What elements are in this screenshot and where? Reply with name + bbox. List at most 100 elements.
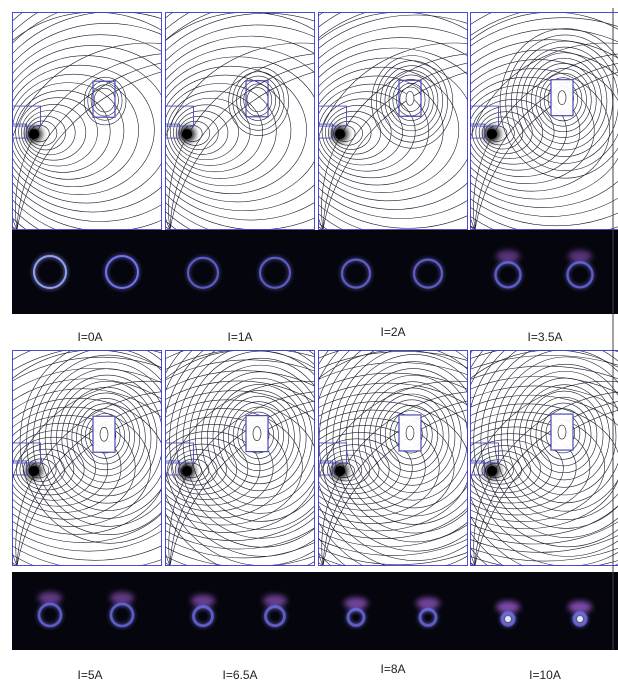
- field-line: [318, 57, 468, 202]
- field-line: [470, 411, 605, 522]
- field-line: [318, 350, 468, 566]
- field-line: [83, 76, 127, 126]
- field-line: [470, 419, 591, 516]
- field-line: [212, 384, 307, 492]
- field-line: [12, 23, 162, 230]
- plasma-ring: [346, 607, 366, 627]
- field-line: [318, 409, 455, 524]
- field-line: [470, 380, 618, 566]
- field-line: [16, 71, 162, 230]
- coil-center: [252, 426, 262, 441]
- plasma-ring: [37, 602, 63, 628]
- field-line: [50, 374, 162, 504]
- field-line: [318, 37, 468, 219]
- field-line: [12, 380, 162, 566]
- photo-background: [165, 572, 318, 650]
- field-line: [195, 364, 315, 514]
- field-line: [526, 57, 602, 144]
- field-line: [243, 83, 273, 117]
- field-line: [325, 350, 468, 543]
- field-line: [165, 42, 315, 230]
- field-panel-2: [318, 12, 468, 230]
- field-line: [332, 350, 468, 534]
- field-line: [318, 12, 468, 230]
- plasma-ring: [340, 258, 372, 289]
- field-line: [318, 392, 468, 539]
- field-line: [38, 361, 162, 519]
- panel-frame: [12, 350, 162, 566]
- field-line: [473, 53, 618, 230]
- field-line: [535, 68, 592, 133]
- field-line: [543, 77, 583, 122]
- field-line: [318, 432, 413, 505]
- panel-label-5: I=6.5A: [222, 668, 258, 682]
- field-line: [519, 384, 610, 488]
- plasma-ring: [264, 605, 286, 628]
- field-line: [18, 97, 98, 167]
- field-line: [384, 70, 439, 132]
- field-line: [169, 62, 315, 230]
- field-line: [166, 90, 264, 173]
- field-line: [176, 350, 315, 539]
- field-line: [26, 350, 162, 535]
- field-line: [325, 104, 392, 160]
- source-core: [29, 465, 39, 476]
- plasma-ring: [33, 255, 67, 289]
- field-line: [326, 454, 371, 486]
- plasma-glow: [496, 601, 520, 613]
- panel-frame: [470, 12, 618, 230]
- panel-frame: [12, 12, 162, 230]
- field-line: [170, 97, 251, 166]
- field-line: [481, 459, 514, 481]
- field-line: [12, 42, 162, 230]
- panel-frame: [470, 350, 618, 566]
- field-line: [16, 62, 162, 230]
- field-line: [32, 354, 162, 527]
- plasma-ring: [109, 602, 135, 628]
- plasma-glow: [568, 601, 592, 613]
- coil-center: [557, 90, 567, 106]
- field-line: [321, 53, 468, 230]
- plasma-ring: [572, 611, 588, 627]
- field-line: [474, 401, 618, 566]
- field-line: [473, 391, 618, 566]
- coil-rect: [398, 79, 422, 117]
- panel-frame: [318, 350, 468, 566]
- field-line: [175, 110, 229, 155]
- field-line: [171, 449, 227, 490]
- source-core: [29, 129, 39, 140]
- field-line: [328, 110, 381, 155]
- field-line: [239, 79, 276, 121]
- field-line: [12, 12, 40, 230]
- field-line: [169, 71, 315, 230]
- field-line: [165, 74, 292, 187]
- field-line: [165, 350, 315, 566]
- field-line: [216, 315, 618, 605]
- coil-center: [557, 424, 567, 440]
- source-core: [335, 465, 345, 476]
- field-line: [330, 116, 372, 150]
- field-line: [470, 59, 618, 200]
- plasma-glow: [568, 250, 592, 263]
- field-line: [12, 397, 162, 535]
- source-core: [182, 129, 192, 140]
- field-line: [318, 66, 460, 193]
- field-line: [530, 63, 597, 138]
- photo-background: [165, 230, 318, 314]
- plasma-glow: [496, 250, 520, 263]
- field-line: [339, 354, 468, 525]
- field-line: [318, 351, 468, 566]
- field-line: [470, 12, 494, 230]
- field-line: [470, 17, 618, 230]
- field-line: [165, 390, 315, 541]
- field-line: [19, 350, 162, 544]
- field-line: [318, 382, 468, 548]
- field-line: [236, 75, 281, 126]
- field-line: [321, 98, 403, 166]
- field-line: [90, 84, 119, 117]
- field-line: [318, 380, 468, 566]
- field-line: [12, 12, 162, 230]
- field-line: [384, 405, 438, 466]
- field-line: [165, 408, 303, 526]
- field-line: [165, 431, 261, 506]
